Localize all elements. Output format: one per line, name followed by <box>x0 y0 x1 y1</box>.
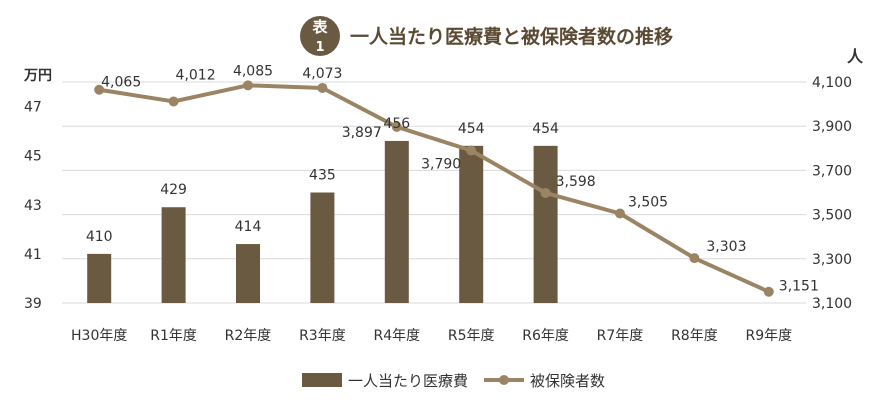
line-point <box>243 80 253 91</box>
left-tick-label: 45 <box>24 149 42 165</box>
right-tick-label: 4,100 <box>812 75 852 91</box>
x-tick-label: R4年度 <box>373 328 420 344</box>
line-layer <box>94 80 774 297</box>
legend-line-label: 被保険者数 <box>530 372 605 390</box>
line-data-label: 3,151 <box>779 279 819 295</box>
line-data-label: 3,897 <box>342 125 382 141</box>
labels-layer: 410 429 414 435 456 454 454 4,065 4,012 4,085 4,07… <box>86 63 819 294</box>
bar-data-label: 435 <box>309 168 336 184</box>
right-tick-label: 3,300 <box>812 252 852 268</box>
line-data-label: 4,012 <box>176 67 216 83</box>
axis-layer: 3,100 3,300 3,500 3,700 3,900 4,100 39 41 43 45 47… <box>24 75 852 344</box>
line-point <box>763 286 774 297</box>
line-point <box>317 82 328 93</box>
bar-data-label: 429 <box>160 182 187 198</box>
right-axis-unit: 人 <box>847 47 864 66</box>
x-tick-label: R3年度 <box>299 328 346 344</box>
bars-layer <box>87 140 558 303</box>
line-series-path <box>98 83 770 294</box>
line-point <box>391 121 402 132</box>
line-point <box>94 84 105 95</box>
left-tick-label: 41 <box>24 247 42 263</box>
badge-line2: 1 <box>315 40 324 55</box>
bar <box>310 192 335 303</box>
x-tick-label: R6年度 <box>522 328 569 344</box>
line-data-label: 4,085 <box>233 63 273 79</box>
legend-bar-swatch <box>302 373 342 387</box>
left-axis-unit: 万円 <box>23 68 52 84</box>
badge-line1: 表 <box>312 18 328 36</box>
x-tick-label: R5年度 <box>448 328 495 344</box>
x-tick-label: R8年度 <box>671 328 718 344</box>
right-tick-label: 3,700 <box>812 163 852 179</box>
left-tick-label: 47 <box>24 100 42 116</box>
bar <box>459 145 484 303</box>
line-point <box>466 145 477 156</box>
line-data-label: 4,073 <box>302 66 342 82</box>
line-data-label: 3,303 <box>706 239 746 255</box>
legend-line-marker <box>499 375 509 385</box>
left-tick-label: 39 <box>24 296 42 312</box>
line-point <box>615 208 625 219</box>
x-tick-label: R2年度 <box>225 328 272 344</box>
x-tick-label: R9年度 <box>745 328 792 344</box>
bar <box>384 140 409 303</box>
legend-bar-label: 一人当たり医療費 <box>348 372 468 390</box>
x-tick-label: R1年度 <box>150 328 197 344</box>
chart-title: 一人当たり医療費と被保険者数の推移 <box>350 25 673 48</box>
x-tick-label: R7年度 <box>597 328 644 344</box>
line-data-label: 3,505 <box>628 194 668 210</box>
right-tick-label: 3,100 <box>812 296 852 312</box>
bar <box>87 253 112 303</box>
line-data-label: 3,598 <box>556 174 596 190</box>
bar-data-label: 454 <box>458 121 485 137</box>
line-data-label: 3,790 <box>421 157 461 173</box>
title-badge: 表 1 <box>300 16 340 56</box>
line-point <box>168 96 179 107</box>
right-tick-label: 3,900 <box>812 119 852 135</box>
legend: 一人当たり医療費 被保険者数 <box>302 372 605 390</box>
bar <box>533 145 558 303</box>
line-point <box>689 253 700 264</box>
line-point <box>540 187 551 198</box>
bar <box>161 207 186 303</box>
left-tick-label: 43 <box>24 198 42 214</box>
bar-data-label: 410 <box>86 229 113 245</box>
x-tick-label: H30年度 <box>71 328 127 344</box>
line-data-label: 4,065 <box>101 75 141 91</box>
grid-layer <box>62 81 806 304</box>
bar-data-label: 454 <box>532 121 559 137</box>
badge-circle <box>300 16 340 56</box>
bar <box>236 244 260 303</box>
right-tick-label: 3,500 <box>812 208 852 224</box>
bar-data-label: 414 <box>235 219 262 235</box>
bar-data-label: 456 <box>383 116 410 132</box>
